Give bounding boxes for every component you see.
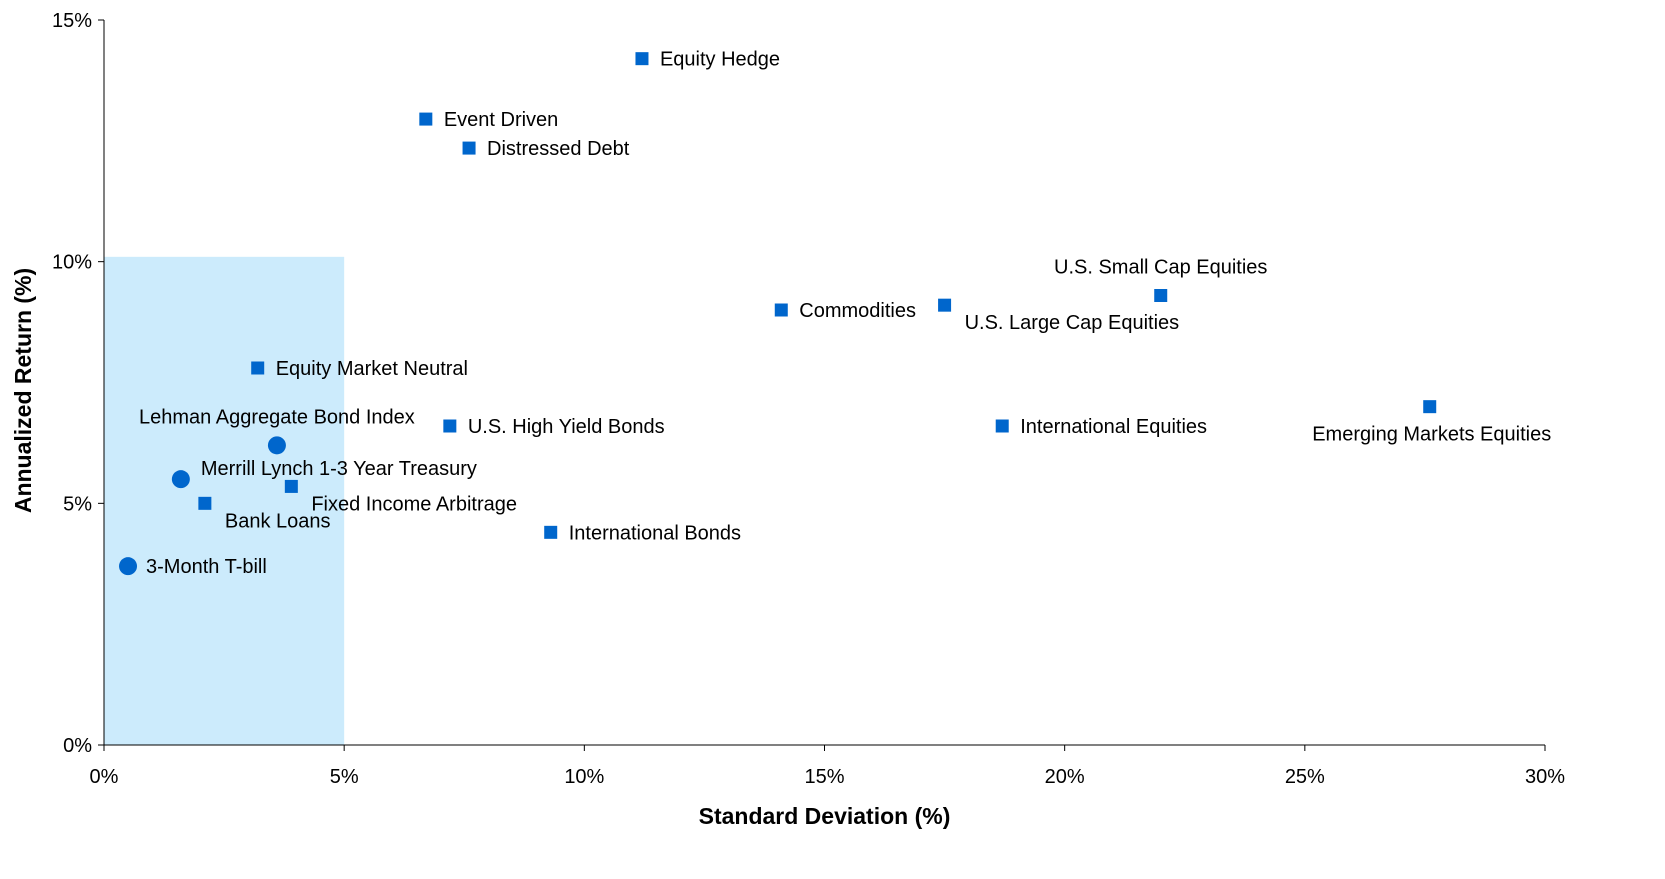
label-lehman-aggregate-bond-index: Lehman Aggregate Bond Index (139, 406, 415, 428)
point-commodities (774, 303, 788, 317)
label-equity-market-neutral: Equity Market Neutral (276, 358, 468, 380)
point-equity-hedge (635, 52, 649, 66)
point-event-driven (419, 112, 433, 126)
point-u-s-high-yield-bonds (443, 419, 457, 433)
point-lehman-aggregate-bond-index (267, 436, 286, 455)
label-international-equities: International Equities (1020, 416, 1207, 438)
x-tick-label: 5% (330, 766, 359, 788)
y-tick-label: 15% (52, 10, 92, 32)
label-event-driven: Event Driven (444, 109, 559, 131)
label-fixed-income-arbitrage: Fixed Income Arbitrage (311, 493, 517, 515)
point-merrill-lynch-1-3-year-treasury (171, 470, 190, 489)
label-u-s-large-cap-equities: U.S. Large Cap Equities (965, 312, 1180, 334)
point-distressed-debt (462, 141, 476, 155)
label-u-s-high-yield-bonds: U.S. High Yield Bonds (468, 416, 665, 438)
label-equity-hedge: Equity Hedge (660, 49, 780, 71)
label-commodities: Commodities (799, 300, 916, 322)
label-u-s-small-cap-equities: U.S. Small Cap Equities (1054, 257, 1267, 279)
x-tick-label: 0% (90, 766, 119, 788)
label-3-month-t-bill: 3-Month T-bill (146, 556, 267, 578)
x-tick-label: 20% (1045, 766, 1085, 788)
point-fixed-income-arbitrage (284, 479, 298, 493)
data-points (119, 52, 1437, 576)
label-distressed-debt: Distressed Debt (487, 138, 630, 160)
point-international-equities (995, 419, 1009, 433)
x-axis-title: Standard Deviation (%) (699, 803, 951, 829)
tick-labels: 0% 5% 10% 15% 20% 25% 30% 0% 5% 10% 15% (52, 10, 1565, 788)
highlight-region (104, 256, 345, 745)
x-tick-label: 10% (564, 766, 604, 788)
point-u-s-small-cap-equities (1154, 289, 1168, 302)
point-u-s-large-cap-equities (938, 298, 952, 312)
y-tick-label: 10% (52, 252, 92, 274)
x-tick-label: 25% (1285, 766, 1325, 788)
y-tick-label: 5% (63, 493, 92, 515)
point-3-month-t-bill (119, 557, 138, 576)
label-merrill-lynch-1-3-year-treasury: Merrill Lynch 1-3 Year Treasury (201, 458, 477, 480)
x-tick-label: 30% (1525, 766, 1565, 788)
highlight-region-layer (104, 256, 345, 745)
x-tick-label: 15% (804, 766, 844, 788)
point-equity-market-neutral (251, 361, 265, 375)
y-axis-title: Annualized Return (%) (10, 268, 36, 513)
label-international-bonds: International Bonds (569, 522, 741, 544)
label-bank-loans: Bank Loans (225, 510, 331, 532)
point-labels: Equity Hedge Event Driven Distressed Debt C… (139, 49, 1551, 579)
axes (98, 19, 1546, 751)
point-international-bonds (544, 525, 558, 539)
point-emerging-markets-equities (1423, 400, 1437, 414)
label-emerging-markets-equities: Emerging Markets Equities (1312, 424, 1551, 446)
y-tick-label: 0% (63, 735, 92, 757)
point-bank-loans (198, 496, 212, 510)
